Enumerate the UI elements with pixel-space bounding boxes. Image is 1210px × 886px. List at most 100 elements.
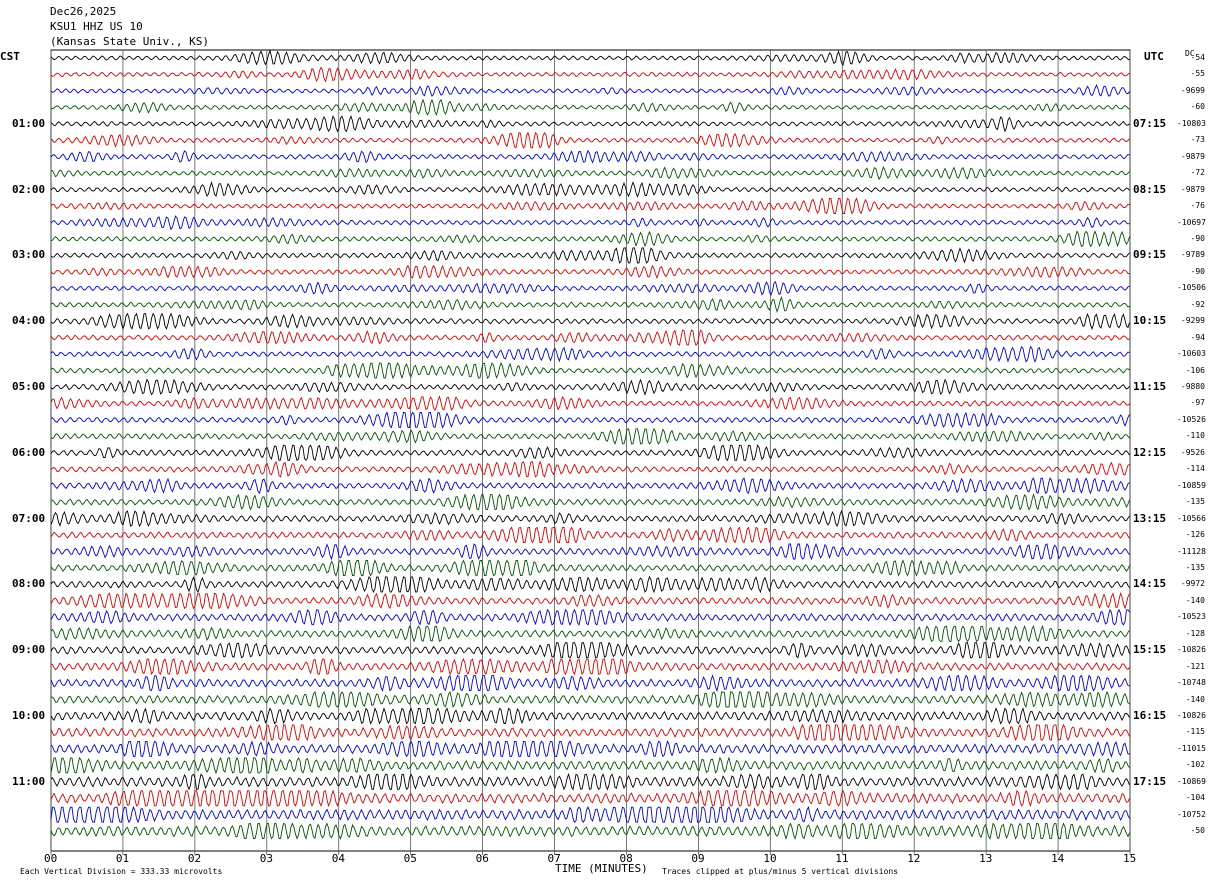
x-tick-label: 07 — [547, 852, 561, 865]
dc-offset-label: -10803 — [1177, 118, 1206, 128]
trace-line — [50, 723, 1130, 742]
trace-line — [50, 264, 1130, 280]
dc-offset-label: -9299 — [1180, 316, 1205, 326]
dc-offset-label: -11128 — [1177, 546, 1206, 556]
trace-line — [50, 493, 1130, 511]
x-tick-label: 01 — [115, 852, 130, 865]
dc-offset-label: -76 — [1190, 201, 1205, 211]
trace-line — [50, 591, 1130, 610]
cst-hour-label: 06:00 — [12, 445, 46, 459]
trace-line — [50, 805, 1130, 824]
trace-line — [50, 329, 1130, 347]
dc-offset-label: -94 — [1190, 332, 1205, 342]
trace-line — [50, 149, 1130, 164]
utc-hour-label: 13:15 — [1133, 511, 1167, 525]
trace-line — [50, 624, 1130, 643]
x-tick-label: 15 — [1123, 852, 1137, 865]
dc-offset-label: -10748 — [1177, 678, 1206, 688]
division-note: Each Vertical Division = 333.33 microvol… — [20, 867, 223, 876]
trace-line — [50, 641, 1130, 659]
trace-line — [50, 789, 1130, 808]
trace-line — [50, 361, 1130, 380]
x-tick-label: 04 — [331, 852, 345, 865]
trace-line — [50, 115, 1130, 133]
trace-line — [50, 674, 1130, 693]
dc-offset-label: -73 — [1190, 135, 1205, 145]
trace-line — [50, 477, 1130, 495]
dc-offset-label: -10603 — [1177, 349, 1206, 359]
cst-hour-label: 11:00 — [12, 774, 46, 788]
dc-offset-label: -9972 — [1180, 579, 1205, 589]
dc-offset-label: -90 — [1190, 233, 1205, 243]
dc-offset-label: -126 — [1185, 530, 1205, 540]
grid-lines — [50, 49, 1131, 855]
dc-offset-label: -102 — [1185, 760, 1205, 770]
trace-line — [50, 411, 1130, 429]
trace-line — [50, 280, 1130, 297]
cst-hour-label: 07:00 — [12, 511, 46, 525]
trace-line — [50, 740, 1130, 758]
cst-hour-label: 03:00 — [12, 248, 46, 262]
x-tick-label: 02 — [187, 852, 202, 865]
dc-offset-label: -10506 — [1177, 283, 1206, 293]
x-tick-label: 05 — [403, 852, 417, 865]
x-tick-label: 14 — [1051, 852, 1065, 865]
cst-hour-label: 08:00 — [12, 577, 46, 591]
cst-hour-label: 02:00 — [12, 182, 46, 196]
trace-line — [50, 444, 1130, 462]
dc-offset-label: -10523 — [1177, 612, 1206, 622]
utc-hour-label: 14:15 — [1133, 577, 1167, 591]
date-label: Dec26,2025 — [50, 5, 117, 18]
dc-offset-label: -106 — [1185, 365, 1205, 375]
trace-line — [50, 707, 1130, 725]
x-tick-label: 11 — [835, 852, 849, 865]
dc-offset-label: -135 — [1185, 497, 1205, 507]
utc-hour-label: 11:15 — [1133, 380, 1167, 393]
x-tick-label: 12 — [907, 852, 921, 865]
dc-offset-label: -135 — [1185, 562, 1205, 572]
trace-line — [50, 427, 1130, 446]
utc-hour-label: 10:15 — [1133, 314, 1167, 328]
dc-offset-label: -10826 — [1177, 645, 1206, 655]
trace-line — [50, 165, 1130, 181]
trace-line — [50, 345, 1130, 363]
dc-offset-label: -54 — [1190, 53, 1205, 62]
trace-line — [50, 49, 1130, 67]
dc-offset-label: -104 — [1185, 793, 1205, 803]
station-label: KSU1 HHZ US 10 — [50, 20, 143, 33]
dc-label: DC — [1185, 49, 1195, 58]
trace-line — [50, 559, 1130, 577]
trace-line — [50, 543, 1130, 561]
trace-line — [50, 66, 1130, 83]
trace-line — [50, 215, 1130, 231]
right-timezone-label: UTC — [1144, 50, 1164, 63]
trace-line — [50, 378, 1130, 396]
x-tick-label: 03 — [259, 852, 274, 865]
dc-offset-label: -121 — [1185, 661, 1205, 671]
cst-hour-label: 04:00 — [12, 314, 46, 328]
utc-hour-label: 08:15 — [1133, 182, 1167, 196]
cst-hour-label: 09:00 — [12, 643, 46, 657]
site-label: (Kansas State Univ., KS) — [50, 35, 209, 48]
dc-offset-label: -110 — [1185, 431, 1205, 441]
seismic-traces — [50, 49, 1130, 840]
utc-hour-label: 12:15 — [1133, 445, 1167, 459]
dc-offset-label: -114 — [1185, 464, 1205, 474]
dc-offset-label: -140 — [1185, 595, 1205, 605]
utc-hour-label: 17:15 — [1133, 774, 1167, 788]
dc-offset-label: -10826 — [1177, 711, 1206, 720]
trace-line — [50, 295, 1130, 314]
trace-line — [50, 83, 1130, 97]
utc-hour-label: 09:15 — [1133, 248, 1167, 262]
dc-offset-label: -60 — [1190, 102, 1205, 112]
cst-hour-label: 01:00 — [12, 116, 46, 130]
trace-line — [50, 608, 1130, 626]
dc-offset-label: -10526 — [1177, 414, 1206, 424]
x-tick-label: 08 — [619, 852, 633, 865]
trace-line — [50, 822, 1130, 840]
dc-offset-label: -9789 — [1180, 250, 1205, 260]
dc-offset-label: -72 — [1190, 168, 1205, 178]
dc-offset-label: -10566 — [1177, 513, 1206, 523]
dc-offset-label: -140 — [1185, 694, 1205, 704]
